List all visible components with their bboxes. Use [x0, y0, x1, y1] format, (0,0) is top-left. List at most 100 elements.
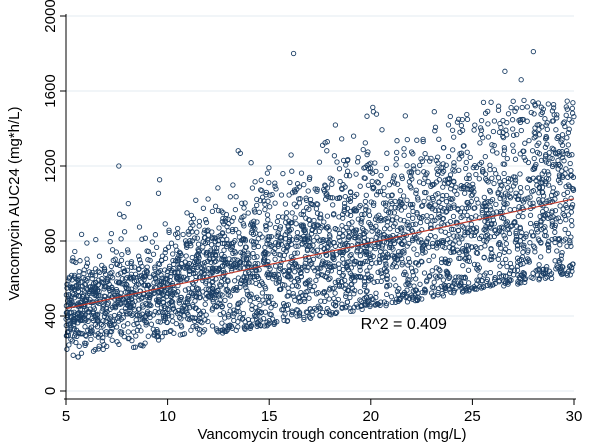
data-point	[141, 273, 147, 280]
data-point	[517, 171, 523, 177]
data-point	[383, 200, 389, 206]
data-point	[275, 241, 281, 247]
data-point	[365, 258, 371, 264]
data-point	[225, 278, 231, 284]
data-point	[374, 179, 380, 185]
data-point	[95, 346, 102, 352]
data-point	[465, 204, 472, 211]
data-point	[410, 288, 416, 294]
data-point	[538, 111, 544, 117]
data-point	[180, 331, 186, 338]
data-point	[88, 336, 94, 343]
data-point	[264, 323, 270, 329]
data-point	[252, 226, 258, 232]
data-point	[127, 311, 133, 317]
data-point	[212, 235, 219, 241]
fit-line-layer	[65, 198, 575, 310]
data-point	[540, 193, 547, 199]
data-point	[203, 312, 209, 318]
data-point	[121, 229, 128, 235]
data-point	[549, 221, 556, 227]
data-point	[539, 171, 545, 177]
data-point	[527, 176, 533, 183]
data-point	[282, 282, 288, 288]
data-point	[327, 275, 333, 281]
data-point	[377, 188, 384, 195]
data-point	[378, 268, 384, 274]
data-point	[220, 240, 226, 247]
data-point	[371, 200, 377, 206]
data-point	[208, 270, 214, 276]
data-point	[569, 119, 575, 125]
data-point	[536, 277, 542, 283]
y-axis-title: Vancomycin AUC24 (mg*h/L)	[6, 107, 23, 301]
data-point	[468, 244, 475, 250]
data-point	[220, 310, 227, 316]
data-point	[111, 312, 118, 319]
data-point	[268, 233, 274, 240]
data-point	[415, 169, 421, 175]
data-point	[137, 260, 144, 266]
data-point	[64, 281, 70, 287]
data-point	[401, 152, 407, 158]
data-point	[133, 333, 139, 339]
data-point	[552, 239, 558, 246]
data-point	[522, 196, 528, 202]
data-point	[501, 170, 507, 177]
data-point	[543, 206, 549, 213]
data-point	[155, 260, 161, 267]
data-point	[457, 281, 464, 287]
data-point	[219, 304, 225, 310]
data-point	[329, 181, 335, 187]
data-point	[501, 147, 508, 153]
data-point	[299, 265, 305, 271]
data-point	[78, 279, 84, 285]
data-point	[165, 313, 172, 319]
data-point	[247, 324, 253, 330]
data-point	[517, 117, 523, 123]
data-point	[107, 306, 113, 313]
data-point	[193, 261, 199, 268]
data-point	[384, 150, 390, 156]
data-point	[327, 232, 333, 238]
data-point	[484, 276, 491, 283]
data-point	[459, 116, 465, 123]
data-point	[459, 205, 465, 211]
data-point	[370, 202, 377, 209]
data-point	[406, 179, 413, 185]
data-point	[68, 336, 74, 343]
data-point	[152, 273, 158, 279]
data-point	[166, 263, 173, 269]
data-point	[455, 116, 462, 122]
data-point	[464, 251, 470, 257]
data-point	[498, 182, 504, 188]
data-point	[565, 142, 571, 148]
data-point	[518, 233, 524, 239]
data-point	[254, 196, 260, 203]
data-point	[244, 288, 250, 294]
data-point	[503, 127, 509, 133]
data-point	[281, 252, 287, 258]
data-point	[542, 144, 549, 150]
data-point	[349, 281, 355, 287]
data-point	[488, 206, 494, 213]
data-point	[292, 269, 298, 275]
data-point	[428, 290, 435, 296]
data-point	[391, 210, 397, 216]
data-point	[390, 175, 397, 181]
data-point	[408, 292, 415, 298]
data-point	[315, 222, 321, 228]
data-point	[438, 228, 444, 234]
data-point	[504, 263, 510, 270]
data-point	[278, 235, 284, 241]
data-point	[567, 272, 573, 278]
data-point	[274, 218, 281, 225]
data-point	[136, 266, 142, 272]
data-point	[225, 289, 232, 295]
data-point	[567, 237, 573, 244]
data-point	[361, 238, 368, 244]
data-point	[196, 247, 202, 254]
data-point	[84, 256, 90, 262]
data-point	[83, 263, 90, 269]
data-point	[308, 261, 314, 267]
